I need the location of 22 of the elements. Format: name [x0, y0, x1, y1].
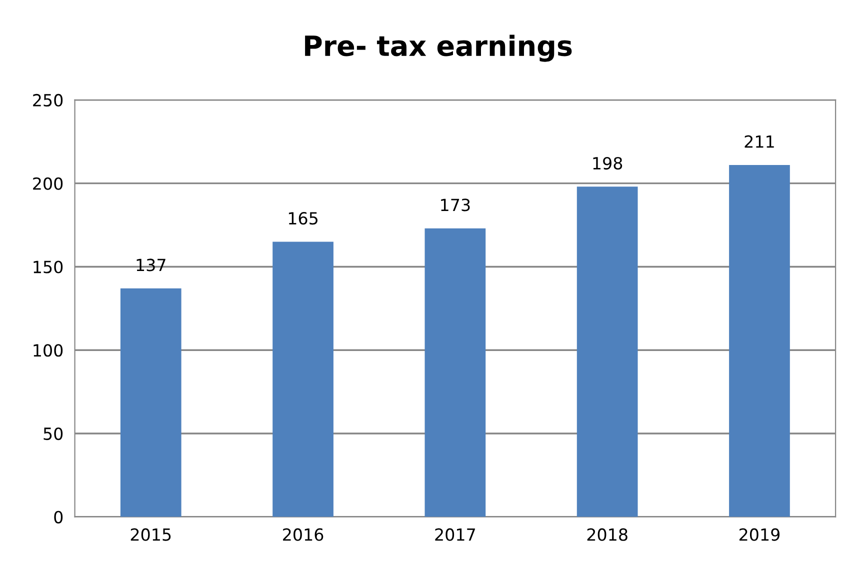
y-tick-label: 250: [33, 94, 63, 107]
y-tick-label: 50: [44, 427, 63, 440]
data-label: 198: [593, 156, 622, 170]
x-tick-label: 2016: [283, 528, 324, 541]
bar: [120, 288, 182, 517]
x-tick-label: 2017: [435, 528, 475, 541]
chart-title: Pre- tax earnings: [305, 34, 572, 62]
bar: [576, 186, 638, 517]
bar: [424, 228, 486, 517]
y-tick-label: 100: [34, 344, 63, 357]
y-tick-label: 0: [54, 510, 63, 524]
y-tick-label: 200: [33, 177, 63, 190]
bar: [272, 242, 334, 517]
x-tick-label: 2018: [587, 528, 628, 541]
data-label: 165: [288, 212, 318, 225]
data-label: 137: [136, 258, 166, 272]
bar: [729, 165, 790, 517]
y-tick-label: 150: [34, 260, 63, 274]
x-tick-label: 2015: [130, 528, 171, 541]
data-label: 173: [441, 198, 470, 212]
data-label: 211: [744, 135, 774, 148]
x-tick-label: 2019: [739, 528, 780, 541]
